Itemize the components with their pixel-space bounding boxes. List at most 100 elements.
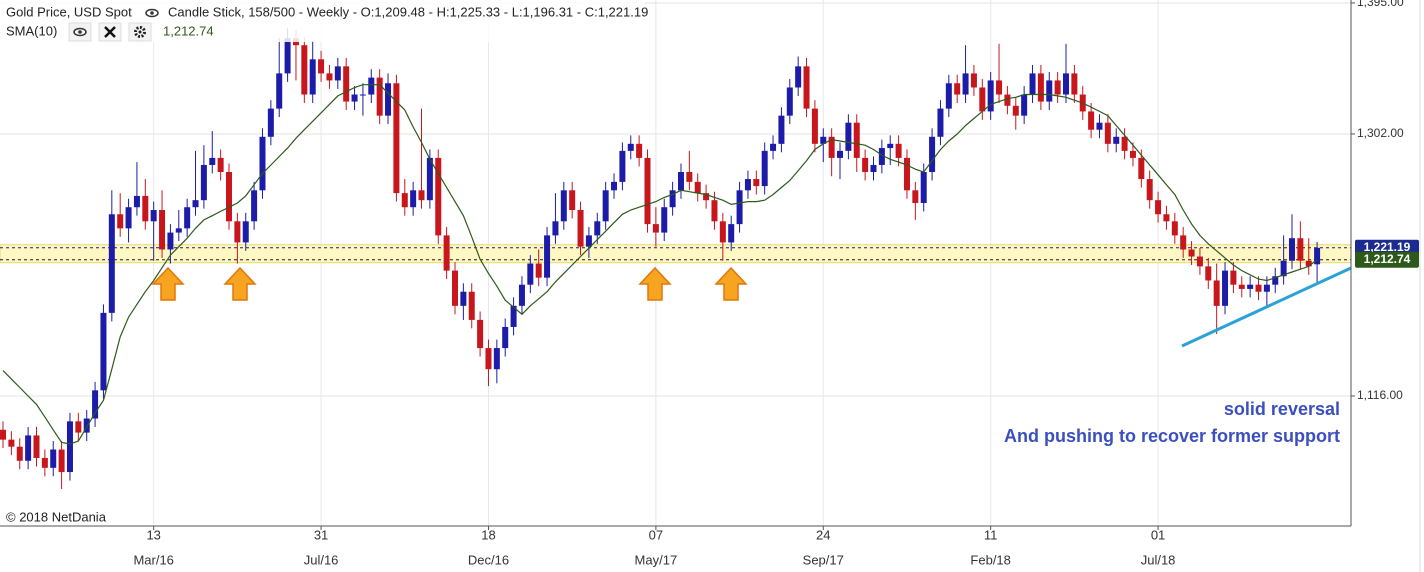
candle-body [368, 77, 375, 95]
candle-body [728, 224, 735, 243]
candle-body [1171, 221, 1178, 236]
settings-icon[interactable] [128, 22, 152, 42]
candle-body [677, 171, 684, 191]
candle-body [451, 270, 458, 306]
candle-body [535, 263, 542, 278]
candle-body [1096, 122, 1103, 130]
candle-body [1255, 284, 1262, 292]
candle-body [1205, 266, 1212, 281]
axes: 1,116.00 1,302.00 1,395.00 13 31 18 07 24 11 01 Ma… [133, 0, 1419, 567]
candle-body [242, 221, 249, 243]
candle-body [1163, 214, 1170, 222]
candle-body [159, 210, 166, 250]
candle-body [259, 136, 266, 191]
candle-body [862, 157, 869, 172]
candle-body [133, 195, 140, 208]
candle-body [117, 214, 124, 229]
candle-body [527, 263, 534, 285]
x-tick-label-secondary: May/17 [635, 552, 678, 567]
candle-body [460, 291, 467, 306]
candle-body [351, 94, 358, 102]
candle-body [58, 449, 65, 473]
candle-body [200, 164, 207, 201]
candle-body [887, 143, 894, 149]
candle-body [217, 157, 224, 172]
candle-body [1230, 270, 1237, 285]
arrows [151, 266, 748, 301]
candle-body [560, 190, 567, 222]
candle-body [150, 210, 157, 222]
candle-body [778, 115, 785, 144]
candle-body [1029, 73, 1036, 95]
instrument: Gold Price, USD Spot [6, 4, 132, 19]
candle-body [786, 87, 793, 116]
candle-body [970, 73, 977, 88]
candle-body [226, 171, 233, 222]
candle-body [1272, 276, 1279, 285]
support-band [0, 244, 1352, 264]
candle-body [1071, 73, 1078, 95]
candle-body [1188, 249, 1195, 257]
candle-body [267, 108, 274, 137]
candle-body [627, 143, 634, 151]
candle-body [443, 235, 450, 271]
candle-body [1247, 284, 1254, 289]
candle-body [1121, 136, 1128, 151]
x-tick-label: 13 [146, 527, 160, 542]
candle-body [234, 221, 241, 243]
candle-body [1314, 247, 1321, 265]
candle-body [803, 66, 810, 109]
candle-body [912, 190, 919, 203]
candle-body [744, 179, 751, 191]
candle-body [811, 108, 818, 144]
candle-body [736, 190, 743, 225]
candle-body [8, 439, 15, 447]
overlay-eye-icon[interactable] [68, 22, 92, 42]
remove-icon[interactable] [98, 22, 122, 42]
candle-body [0, 429, 7, 440]
y-tick-label: 1,302.00 [1357, 126, 1404, 140]
candle-body [837, 150, 844, 158]
x-tick-label: 18 [481, 527, 495, 542]
candle-body [1004, 94, 1011, 106]
candle-body [376, 77, 383, 116]
candle-body [945, 83, 952, 109]
candle-body [1155, 200, 1162, 215]
candle-body [167, 232, 174, 250]
candle-body [426, 157, 433, 201]
sma-tag [1355, 251, 1419, 268]
candle-body [895, 143, 902, 158]
sma-line [2, 84, 1318, 445]
candle-body [711, 200, 718, 222]
candle-body [66, 421, 73, 473]
candle-body [318, 59, 325, 74]
candle-body [703, 193, 710, 201]
annotation: solid reversal [1224, 399, 1340, 419]
series-info: Candle Stick, 158/500 - Weekly - O:1,209… [168, 4, 648, 19]
candle-body [661, 207, 668, 233]
candle-body [569, 190, 576, 211]
candle-body [108, 214, 115, 313]
candle-body [401, 193, 408, 208]
candle-body [619, 150, 626, 182]
candle-body [485, 348, 492, 370]
candle-body [142, 195, 149, 222]
candle-body [1280, 260, 1287, 277]
candle-body [393, 83, 400, 194]
candle-body [175, 228, 182, 233]
x-tick-label-secondary: Sep/17 [803, 552, 844, 567]
candle-body [937, 108, 944, 137]
candle-body [251, 190, 258, 222]
candle-body [1263, 284, 1270, 292]
overlay-name: SMA(10) [6, 23, 57, 38]
candle-body [518, 284, 525, 306]
candle-body [25, 435, 32, 461]
x-tick-label: 24 [816, 527, 830, 542]
candle-body [669, 190, 676, 208]
candle-body [1213, 280, 1220, 306]
eye-icon[interactable] [145, 8, 159, 18]
candle-body [1021, 94, 1028, 116]
candle-body [686, 171, 693, 182]
candle-body [979, 87, 986, 112]
